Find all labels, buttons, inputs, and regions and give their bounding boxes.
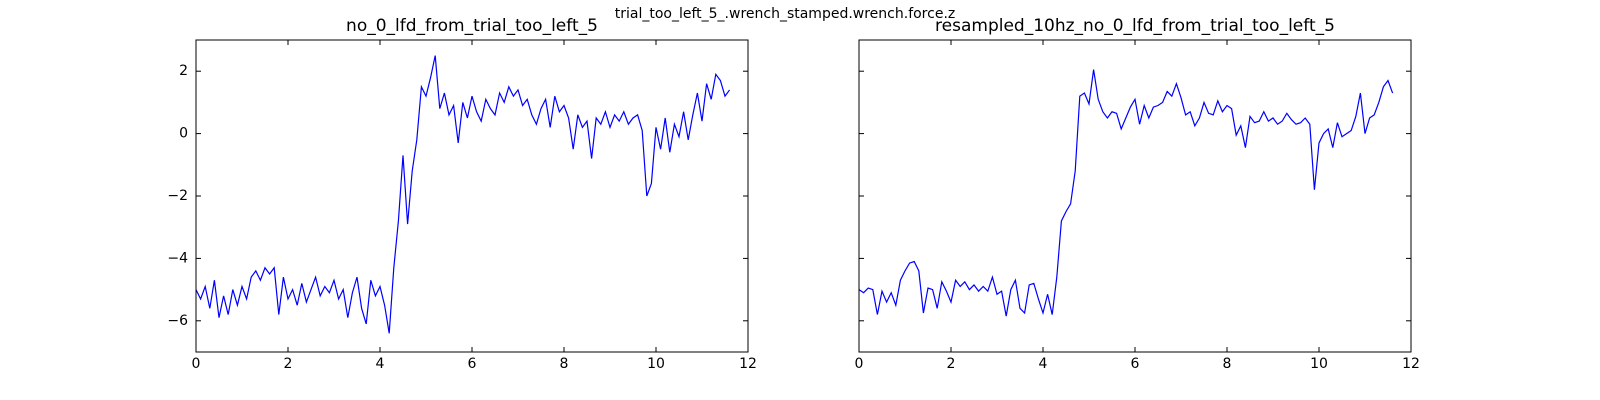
data-line	[195, 55, 731, 334]
subplot-title: resampled_10hz_no_0_lfd_from_trial_too_l…	[935, 16, 1335, 36]
x-tick-label: 6	[468, 356, 477, 372]
x-tick-label: 8	[560, 356, 569, 372]
x-tick-label: 10	[1310, 356, 1328, 372]
x-tick-label: 0	[855, 356, 864, 372]
x-tick-label: 4	[376, 356, 385, 372]
data-line	[858, 69, 1394, 317]
x-tick-label: 10	[647, 356, 665, 372]
figure-title: trial_too_left_5_.wrench_stamped.wrench.…	[615, 6, 956, 22]
y-tick-label: −2	[167, 188, 188, 204]
x-tick-label: 4	[1039, 356, 1048, 372]
subplot-title: no_0_lfd_from_trial_too_left_5	[346, 16, 598, 36]
y-tick-label: −6	[167, 313, 188, 329]
x-tick-label: 0	[192, 356, 201, 372]
y-tick-label: 0	[179, 126, 188, 142]
y-tick-label: −4	[167, 250, 188, 266]
y-tick-label: 2	[179, 63, 188, 79]
x-tick-label: 12	[739, 356, 757, 372]
x-tick-label: 2	[947, 356, 956, 372]
x-tick-label: 2	[284, 356, 293, 372]
x-tick-label: 8	[1223, 356, 1232, 372]
x-tick-label: 12	[1402, 356, 1420, 372]
x-tick-label: 6	[1131, 356, 1140, 372]
